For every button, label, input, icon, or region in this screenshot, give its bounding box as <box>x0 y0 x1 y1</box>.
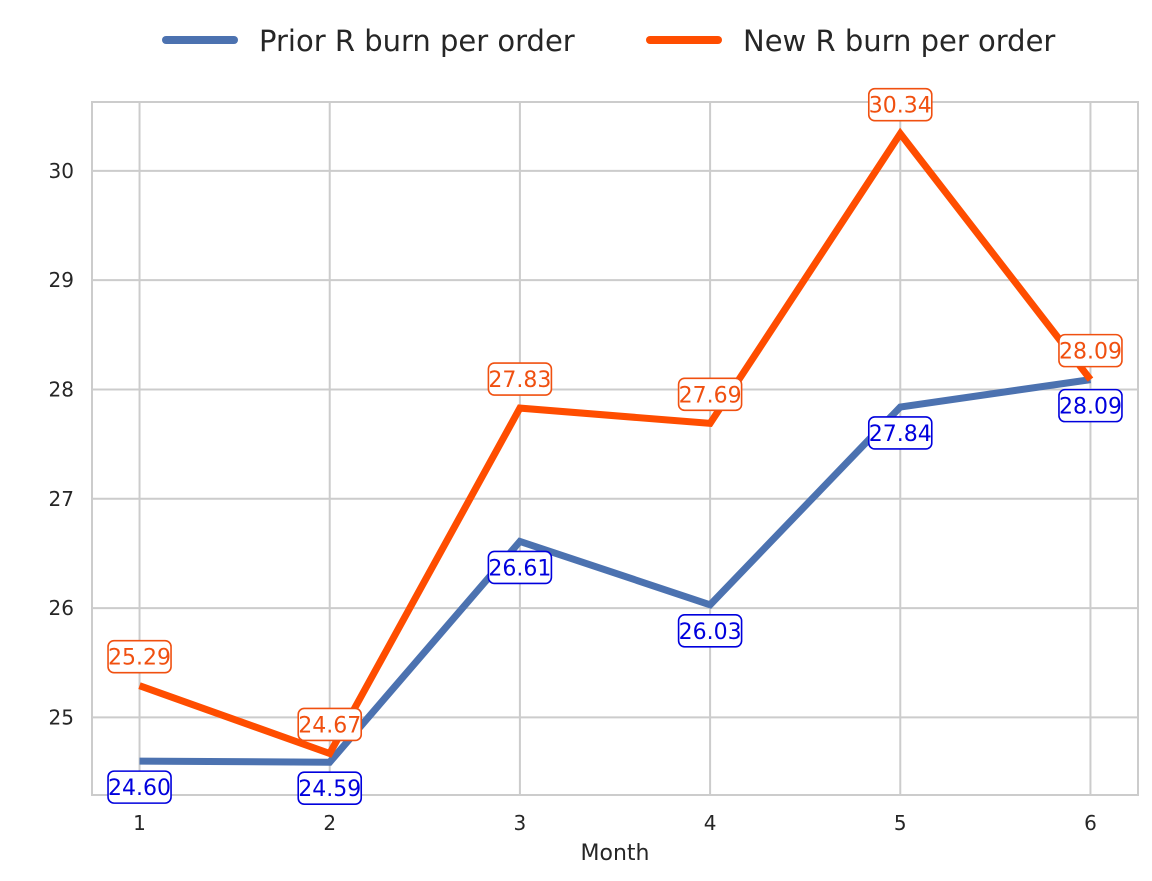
y-tick-label: 25 <box>49 705 74 729</box>
data-labels: 24.60 24.59 26.61 26.03 27.84 28.09 25.29 24.67… <box>107 87 1123 806</box>
data-label: 26.61 <box>487 550 553 585</box>
x-tick-label: 3 <box>514 811 527 835</box>
data-label: 24.59 <box>297 771 363 806</box>
x-tick-label: 4 <box>704 811 717 835</box>
legend: Prior R burn per order New R burn per ord… <box>162 24 1055 58</box>
data-label-text: 27.83 <box>488 368 551 393</box>
data-label-text: 27.69 <box>679 383 742 408</box>
data-label-text: 26.61 <box>488 556 551 581</box>
y-tick-label: 29 <box>49 268 74 292</box>
x-tick-label: 1 <box>133 811 146 835</box>
legend-label: New R burn per order <box>743 24 1055 58</box>
y-tick-label: 27 <box>49 487 74 511</box>
x-tick-label: 6 <box>1084 811 1097 835</box>
y-tick-label: 30 <box>49 159 74 183</box>
data-label: 26.03 <box>677 614 743 648</box>
data-label-text: 28.09 <box>1059 340 1122 365</box>
data-label-text: 27.84 <box>869 422 932 447</box>
data-label-box <box>297 771 363 806</box>
data-label: 28.09 <box>1058 388 1123 423</box>
data-label-box <box>487 362 553 396</box>
y-tick-label: 26 <box>49 596 74 620</box>
data-label-box <box>677 377 743 412</box>
ticks: 1 2 3 4 5 6 25 26 27 28 29 30 <box>49 159 1097 835</box>
data-label-box <box>677 614 743 648</box>
data-label: 24.67 <box>297 707 363 742</box>
data-label: 27.84 <box>867 416 933 450</box>
data-label-box <box>107 639 172 674</box>
grid <box>92 102 1138 795</box>
plot-border <box>91 101 1139 796</box>
y-tick-label: 28 <box>49 377 74 401</box>
data-label-text: 26.03 <box>679 620 742 645</box>
data-label-box <box>867 87 933 122</box>
data-label: 28.09 <box>1058 333 1123 368</box>
data-label: 24.60 <box>107 770 172 804</box>
data-label-text: 28.09 <box>1059 395 1122 420</box>
data-label-box <box>1058 333 1123 368</box>
x-tick-label: 5 <box>894 811 907 835</box>
data-label: 27.69 <box>677 377 743 412</box>
series-lines <box>138 127 1094 766</box>
axes-frame <box>91 101 1139 796</box>
data-label-text: 24.60 <box>108 776 171 801</box>
x-axis-title: Month <box>581 841 650 866</box>
data-label: 30.34 <box>867 87 933 122</box>
data-label-text: 25.29 <box>108 646 171 671</box>
data-label-box <box>487 550 553 585</box>
data-label-box <box>1058 388 1123 423</box>
legend-label: Prior R burn per order <box>259 24 575 58</box>
data-label-box <box>867 416 933 450</box>
data-label-text: 30.34 <box>869 94 932 119</box>
legend-item: Prior R burn per order <box>162 24 575 58</box>
data-label-box <box>107 770 172 804</box>
legend-item: New R burn per order <box>646 24 1055 58</box>
data-label-box <box>297 707 363 742</box>
data-label-text: 24.67 <box>298 713 361 738</box>
series-line-1 <box>139 376 1091 766</box>
data-label-text: 24.59 <box>298 777 361 802</box>
data-label: 25.29 <box>107 639 172 674</box>
x-tick-label: 2 <box>323 811 336 835</box>
series-line-2 <box>138 127 1094 758</box>
data-label: 27.83 <box>487 362 553 396</box>
